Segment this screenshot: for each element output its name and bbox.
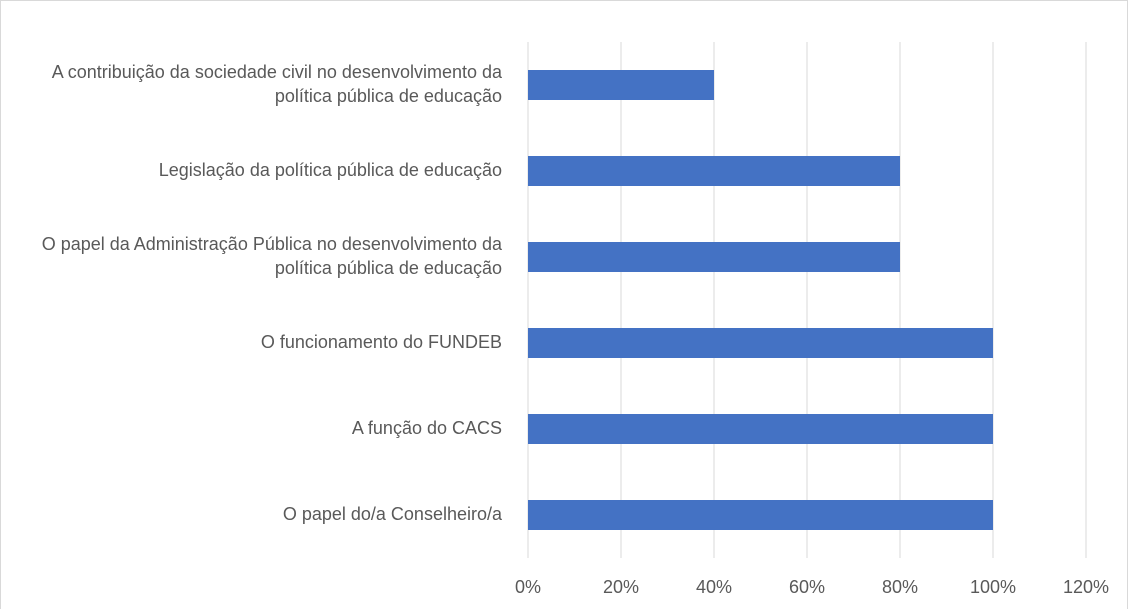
x-tick-label: 60% [789, 577, 825, 597]
x-tick-label: 20% [603, 577, 639, 597]
x-tick-label: 0% [515, 577, 541, 597]
bar [528, 328, 993, 358]
bar [528, 70, 714, 100]
x-tick-label: 100% [970, 577, 1016, 597]
y-tick-label: O funcionamento do FUNDEB [261, 332, 502, 352]
x-tick-label: 120% [1063, 577, 1109, 597]
y-tick-label: A função do CACS [352, 418, 502, 438]
x-tick-label: 40% [696, 577, 732, 597]
y-tick-label: Legislação da política pública de educaç… [159, 160, 502, 180]
bar [528, 500, 993, 530]
y-tick-label: O papel da Administração Pública no dese… [42, 234, 503, 278]
bar [528, 156, 900, 186]
bar [528, 242, 900, 272]
y-tick-label: A contribuição da sociedade civil no des… [52, 62, 503, 106]
bar [528, 414, 993, 444]
x-tick-label: 80% [882, 577, 918, 597]
y-tick-label: O papel do/a Conselheiro/a [283, 504, 503, 524]
